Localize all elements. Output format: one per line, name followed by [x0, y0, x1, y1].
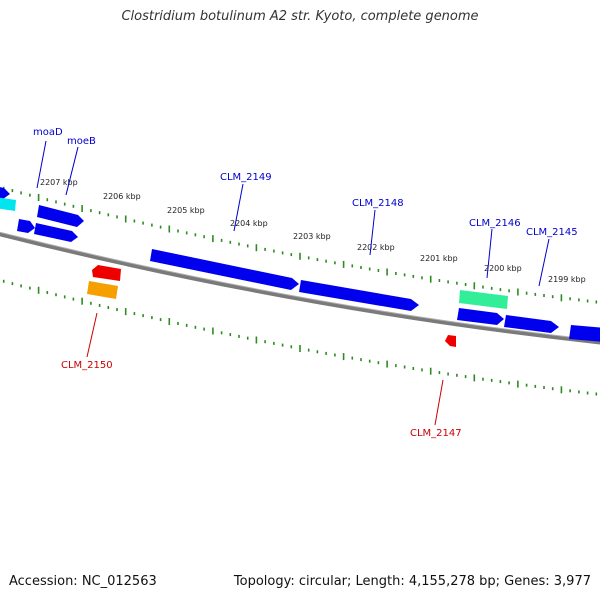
tick-label-2206: 2206 kbp	[103, 192, 141, 201]
tick-label-2201: 2201 kbp	[420, 254, 458, 263]
gene-label-clm-2148[interactable]: CLM_2148	[352, 198, 404, 209]
other-features	[0, 197, 508, 347]
gene-arrow-clm-2145[interactable]	[504, 315, 559, 333]
gene-arrow-left-edge[interactable]	[0, 186, 10, 199]
tick-label-2203: 2203 kbp	[293, 232, 331, 241]
feature-teal[interactable]	[459, 290, 508, 309]
tick-label-2202: 2202 kbp	[357, 243, 395, 252]
genome-backbone	[0, 232, 600, 345]
gene-label-clm-2146[interactable]: CLM_2146	[469, 218, 521, 229]
tick-label-2205: 2205 kbp	[167, 206, 205, 215]
feature-cyan[interactable]	[0, 197, 16, 211]
tick-label-2199: 2199 kbp	[548, 275, 586, 284]
kbp-tick-labels: 2207 kbp 2206 kbp 2205 kbp 2204 kbp 2203…	[40, 178, 586, 284]
gene-arrow-moad[interactable]	[17, 219, 35, 233]
gene-arrow-clm-2148[interactable]	[299, 280, 419, 311]
gene-label-moad[interactable]: moaD	[33, 127, 63, 138]
gene-arrow-clm-2150[interactable]	[92, 265, 121, 281]
gene-arrow-right-edge[interactable]	[569, 325, 600, 342]
gene-arrow-clm-2146[interactable]	[457, 308, 504, 325]
gene-label-clm-2145[interactable]: CLM_2145	[526, 227, 578, 238]
gene-label-moeb[interactable]: moeB	[67, 136, 96, 147]
gene-arrow-clm-2149[interactable]	[150, 249, 299, 290]
gene-name-labels: moaD moeB CLM_2149 CLM_2148 CLM_2146 CLM…	[33, 127, 578, 439]
gene-label-clm-2147[interactable]: CLM_2147	[410, 428, 462, 439]
genome-summary-text: Topology: circular; Length: 4,155,278 bp…	[233, 574, 591, 589]
gene-arrow-moeb-lower[interactable]	[34, 223, 78, 242]
gene-arrow-clm-2147[interactable]	[445, 335, 456, 347]
forward-strand-genes	[0, 186, 600, 342]
accession-text: Accession: NC_012563	[9, 574, 157, 589]
gene-label-clm-2150[interactable]: CLM_2150	[61, 360, 113, 371]
tick-label-2200: 2200 kbp	[484, 264, 522, 273]
gene-label-clm-2149[interactable]: CLM_2149	[220, 172, 272, 183]
label-leader-lines	[36, 140, 550, 426]
map-title: Clostridium botulinum A2 str. Kyoto, com…	[121, 9, 479, 24]
tick-label-2207: 2207 kbp	[40, 178, 78, 187]
outer-tick-ruler	[2, 186, 598, 304]
feature-orange[interactable]	[87, 281, 118, 299]
tick-label-2204: 2204 kbp	[230, 219, 268, 228]
inner-tick-ruler	[2, 279, 598, 396]
gene-arrow-moeb[interactable]	[37, 205, 84, 227]
